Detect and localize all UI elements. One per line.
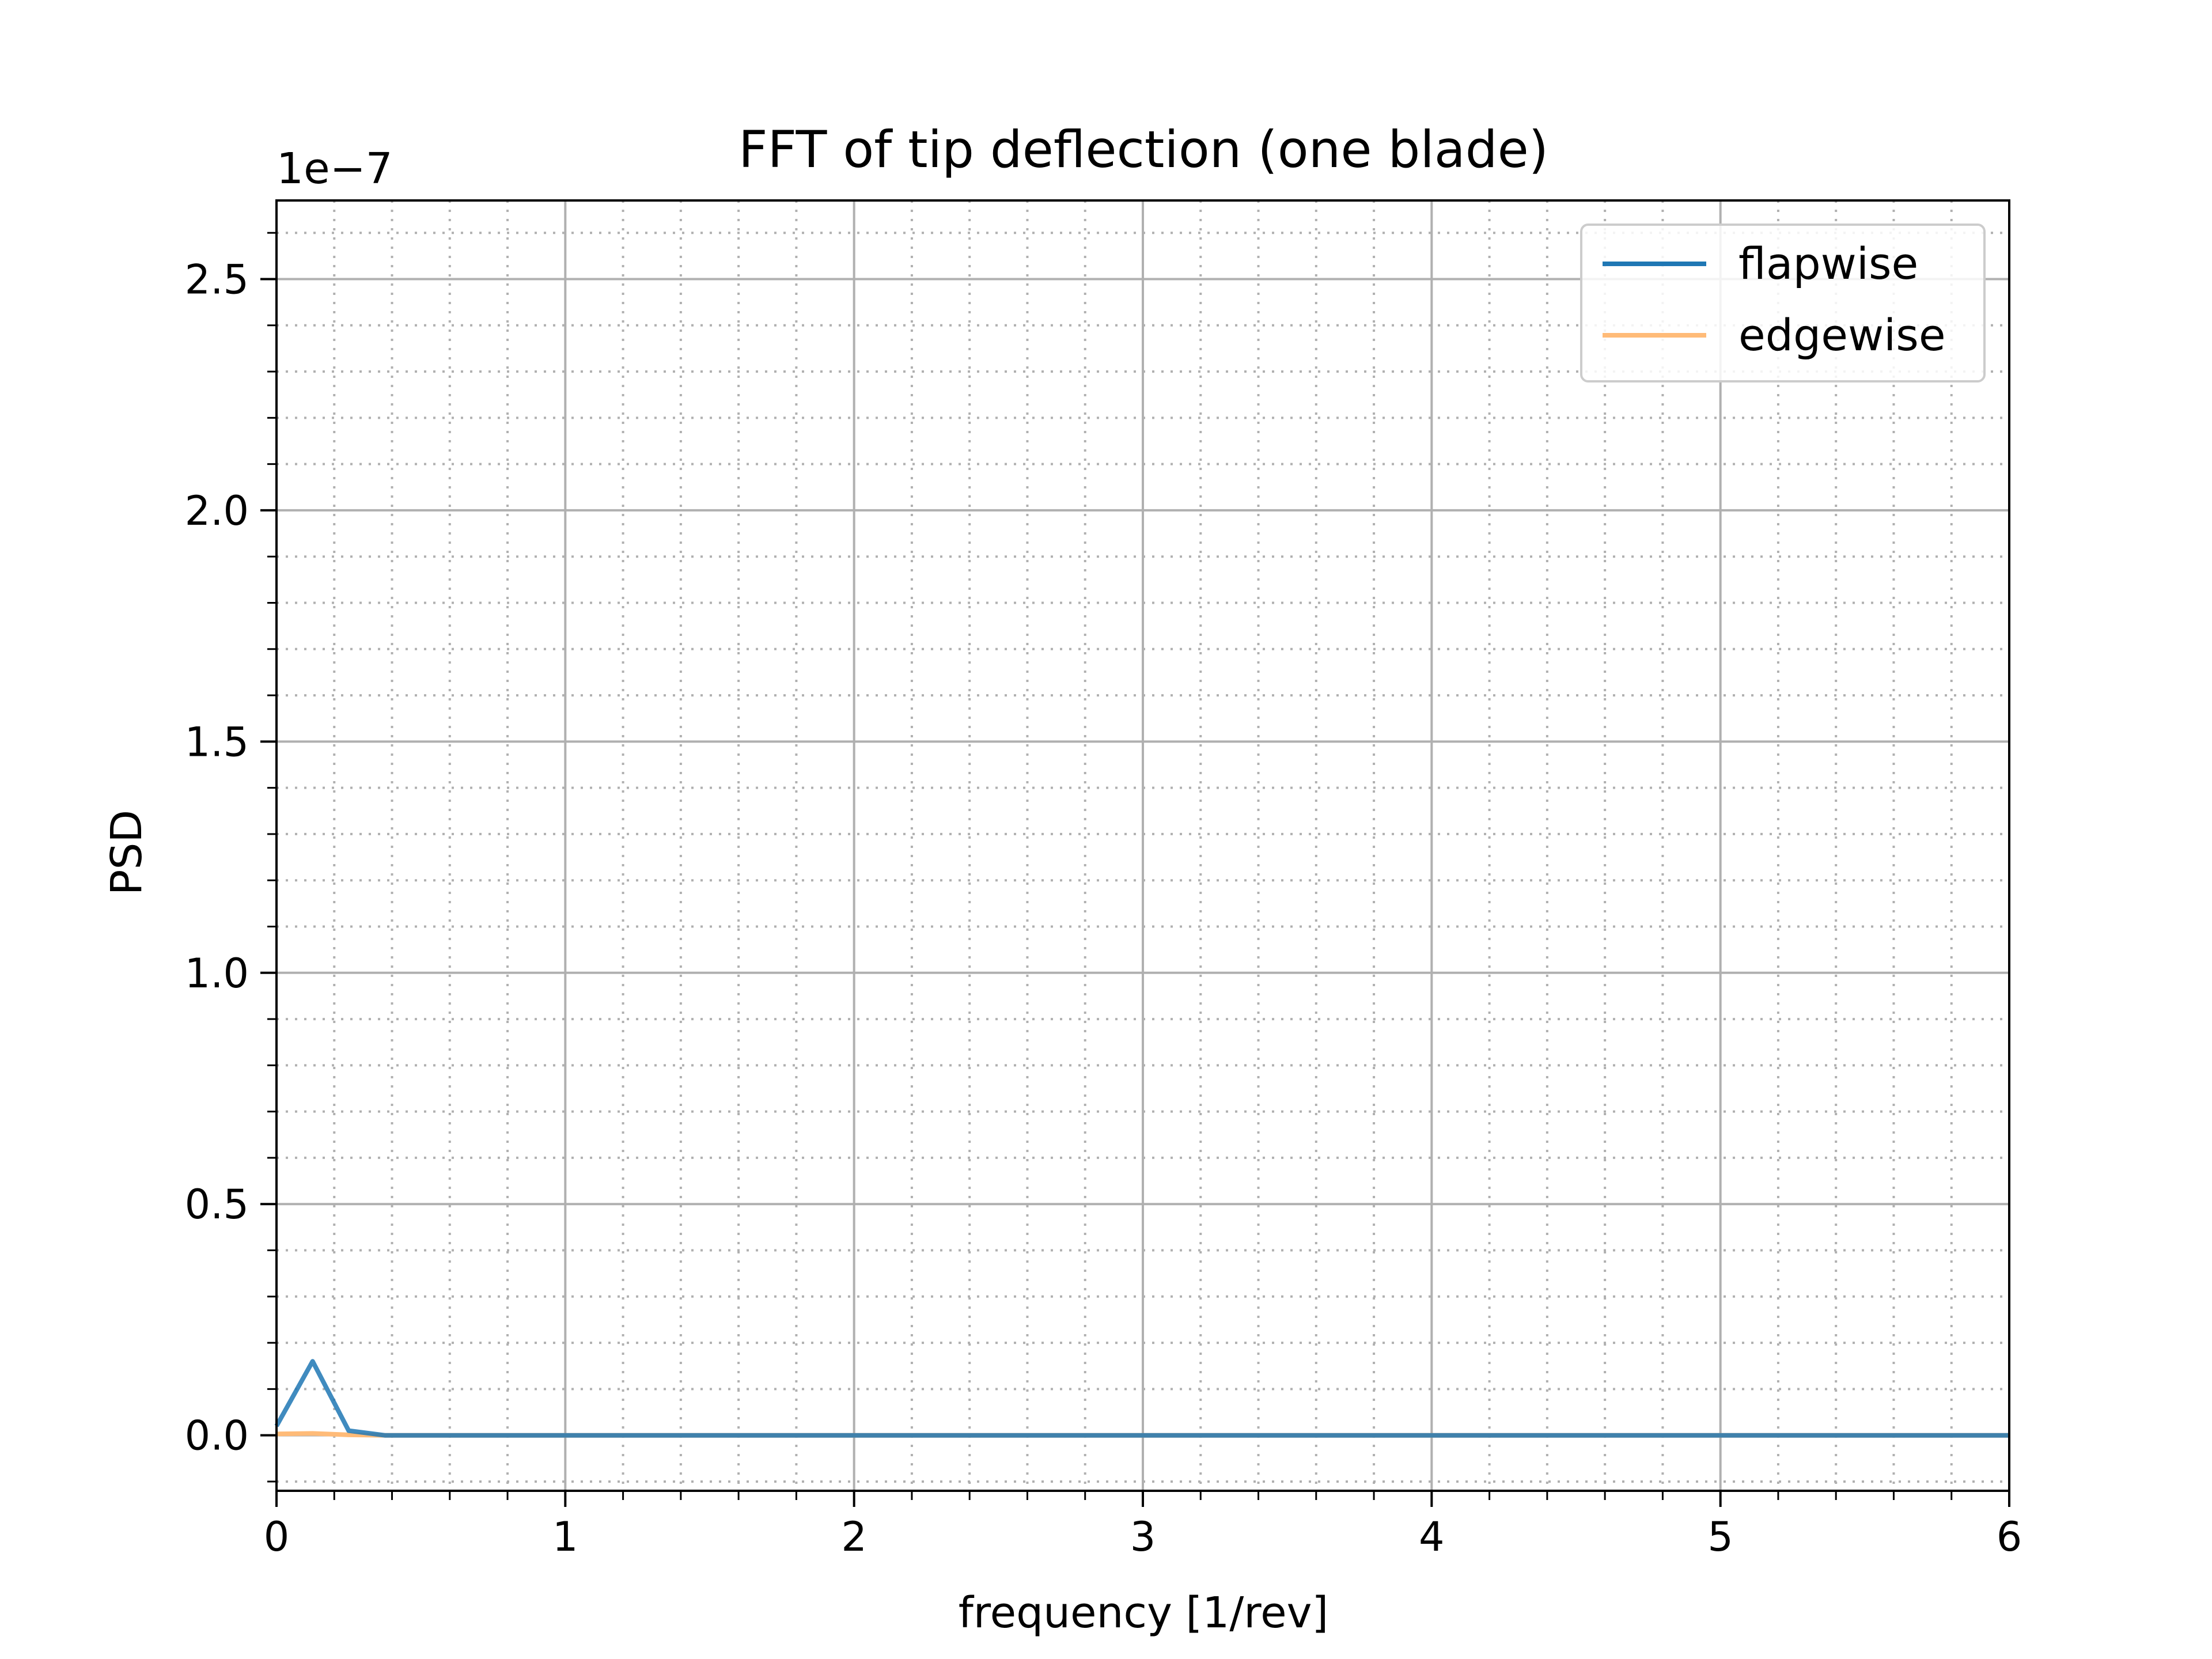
y-tick-label: 1.0 [185, 950, 249, 997]
y-tick-label: 1.5 [185, 718, 249, 766]
legend: flapwise edgewise [1580, 224, 1986, 382]
y-tick-label: 0.5 [185, 1181, 249, 1228]
x-tick-label: 2 [841, 1513, 867, 1560]
x-tick-label: 1 [552, 1513, 578, 1560]
x-tick-label: 5 [1707, 1513, 1733, 1560]
legend-label-edgewise: edgewise [1738, 309, 1946, 361]
legend-label-flapwise: flapwise [1738, 238, 1918, 289]
x-tick-label: 4 [1419, 1513, 1445, 1560]
y-tick-label: 2.0 [185, 487, 249, 535]
y-offset-text: 1e−7 [276, 144, 393, 194]
y-tick-label: 2.5 [185, 256, 249, 303]
chart-title: FFT of tip deflection (one blade) [738, 120, 1548, 179]
x-tick-label: 0 [264, 1513, 290, 1560]
y-tick-label: 0.0 [185, 1412, 249, 1460]
x-axis-label: frequency [1/rev] [959, 1588, 1329, 1638]
series-line-flapwise [274, 1359, 2009, 1438]
y-axis-label: PSD [102, 810, 151, 896]
axis-ticks [260, 232, 2010, 1507]
x-tick-label: 3 [1130, 1513, 1156, 1560]
x-tick-label: 6 [1997, 1513, 2022, 1560]
series-layer [274, 1359, 2009, 1438]
tick-labels: 0 1 2 3 4 5 6 0.0 0.5 1.0 1.5 2.0 2.5 [185, 256, 2022, 1560]
